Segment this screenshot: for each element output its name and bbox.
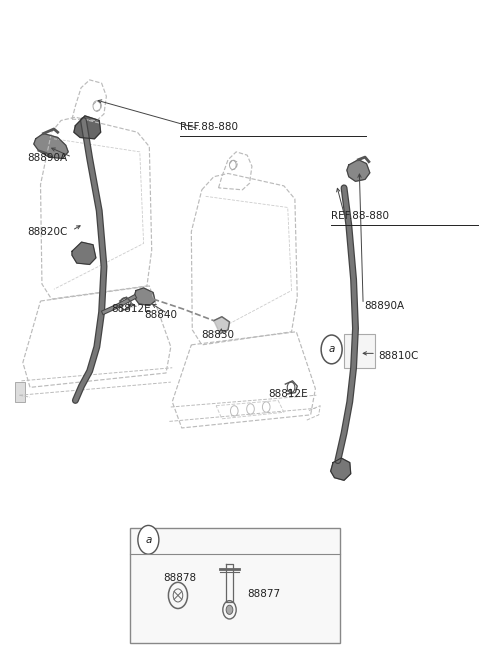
Polygon shape — [74, 116, 101, 139]
Bar — [344, 334, 375, 368]
Text: 88890A: 88890A — [28, 153, 68, 164]
Circle shape — [321, 335, 342, 364]
Polygon shape — [134, 288, 155, 306]
Text: 88877: 88877 — [247, 589, 280, 599]
Text: 88820C: 88820C — [28, 227, 68, 237]
Polygon shape — [214, 317, 229, 334]
Polygon shape — [331, 458, 351, 480]
Bar — [15, 382, 25, 402]
Circle shape — [138, 526, 159, 555]
Text: 88810C: 88810C — [378, 351, 419, 361]
Polygon shape — [34, 133, 68, 158]
Text: 88878: 88878 — [164, 574, 197, 583]
Circle shape — [226, 605, 233, 614]
Bar — [130, 528, 340, 643]
Text: 88812E: 88812E — [111, 304, 151, 314]
Text: 88830: 88830 — [201, 330, 234, 340]
Polygon shape — [72, 242, 96, 264]
Text: a: a — [328, 344, 335, 354]
Text: REF.88-880: REF.88-880 — [180, 122, 239, 132]
Text: a: a — [145, 535, 152, 545]
Polygon shape — [347, 160, 370, 181]
Text: 88890A: 88890A — [364, 301, 404, 311]
Text: 88812E: 88812E — [269, 389, 308, 399]
Text: 88840: 88840 — [144, 310, 178, 321]
Text: REF.88-880: REF.88-880 — [331, 211, 389, 221]
